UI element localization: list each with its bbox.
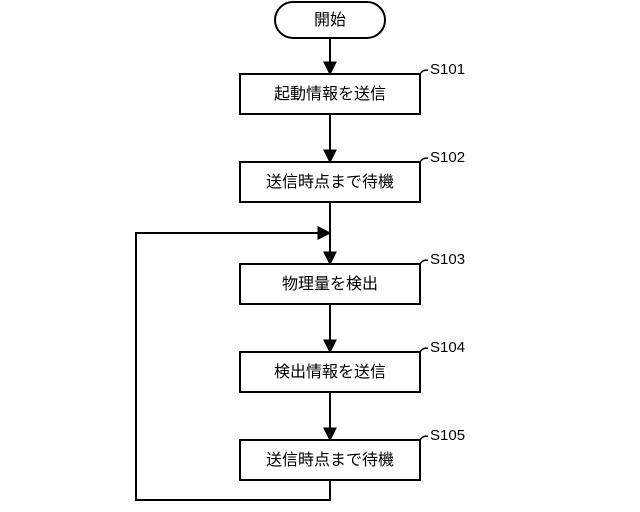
step-tag-S105: S105 [430,427,465,444]
step-hook-S102 [420,158,428,162]
step-hook-S101 [420,70,428,74]
step-text-S104: 検出情報を送信 [274,363,386,381]
start-label: 開始 [314,11,346,29]
step-tag-S102: S102 [430,149,465,166]
step-hook-S103 [420,260,428,264]
step-text-S105: 送信時点まで待機 [266,451,394,469]
step-tag-S101: S101 [430,61,465,78]
step-tag-S104: S104 [430,339,465,356]
step-text-S103: 物理量を検出 [282,275,378,293]
step-hook-S105 [420,436,428,440]
step-text-S101: 起動情報を送信 [274,85,386,103]
step-tag-S103: S103 [430,251,465,268]
step-hook-S104 [420,348,428,352]
step-text-S102: 送信時点まで待機 [266,173,394,191]
